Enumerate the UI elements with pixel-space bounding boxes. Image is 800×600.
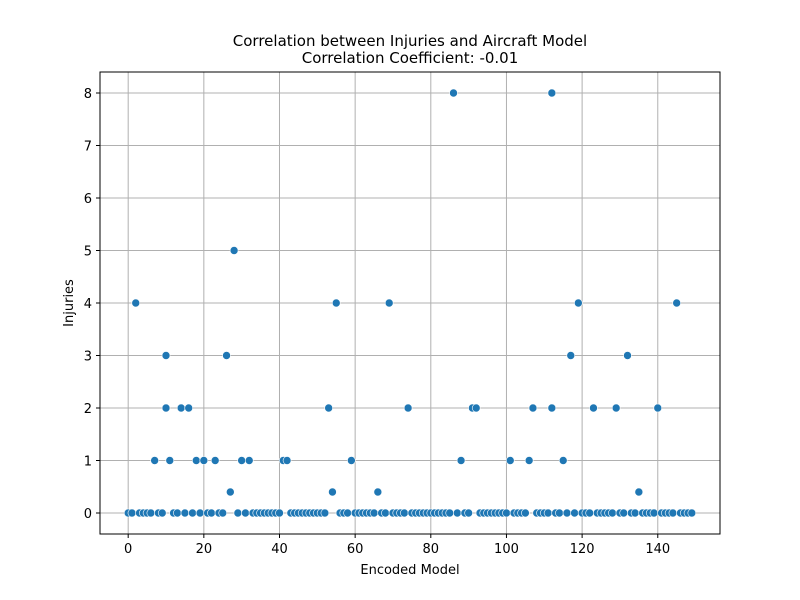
- x-tick-label: 20: [196, 542, 213, 557]
- data-point: [180, 508, 190, 518]
- data-point: [403, 403, 413, 413]
- data-point: [471, 403, 481, 413]
- x-tick-label: 80: [423, 542, 440, 557]
- y-tick-label: 7: [84, 140, 92, 155]
- data-point: [528, 403, 538, 413]
- data-point: [176, 403, 186, 413]
- y-tick-label: 4: [84, 297, 92, 312]
- data-point: [524, 456, 534, 465]
- data-point: [547, 88, 557, 98]
- y-tick-label: 8: [84, 87, 92, 102]
- x-tick-label: 140: [645, 542, 670, 557]
- y-tick-label: 6: [84, 192, 92, 207]
- data-point: [188, 508, 197, 518]
- data-point: [566, 351, 576, 360]
- data-point: [464, 508, 473, 518]
- data-point: [275, 508, 284, 518]
- data-point: [521, 508, 530, 518]
- data-point: [634, 487, 644, 497]
- data-point: [244, 456, 254, 465]
- data-point: [653, 403, 663, 413]
- x-axis-label: Encoded Model: [360, 563, 459, 578]
- data-point: [173, 508, 182, 518]
- x-tick-label: 0: [124, 542, 132, 557]
- data-point: [229, 246, 239, 255]
- y-tick-label: 0: [84, 507, 92, 522]
- data-point: [505, 456, 515, 465]
- points-layer: [123, 88, 697, 518]
- data-point: [320, 508, 330, 518]
- data-point: [623, 351, 632, 360]
- tick-layer: 0 20 40 60 80 100 120 140 0 1 2 3 4 5 6 7 8: [84, 87, 670, 557]
- data-point: [131, 298, 141, 308]
- data-point: [161, 351, 171, 360]
- data-point: [328, 487, 337, 497]
- x-tick-label: 120: [570, 542, 595, 557]
- data-point: [574, 298, 583, 308]
- data-point: [184, 403, 194, 413]
- data-point: [241, 508, 250, 518]
- data-point: [324, 403, 333, 413]
- y-axis-label: Injuries: [62, 279, 77, 327]
- data-point: [237, 456, 246, 465]
- data-point: [400, 508, 409, 518]
- data-point: [611, 403, 621, 413]
- data-point: [562, 508, 572, 518]
- grid-layer: [100, 72, 720, 534]
- data-point: [381, 508, 390, 518]
- data-point: [449, 88, 458, 98]
- data-point: [589, 403, 598, 413]
- data-point: [233, 508, 243, 518]
- data-point: [608, 508, 617, 518]
- data-point: [347, 456, 356, 465]
- data-point: [150, 456, 159, 465]
- data-point: [191, 456, 201, 465]
- data-point: [210, 456, 220, 465]
- data-point: [331, 298, 341, 308]
- data-point: [619, 508, 629, 518]
- chart-title: Correlation between Injuries and Aircraf…: [233, 32, 587, 50]
- data-point: [165, 456, 175, 465]
- data-point: [207, 508, 216, 518]
- data-point: [547, 403, 557, 413]
- data-point: [543, 508, 553, 518]
- plot-frame: [99, 71, 721, 535]
- data-point: [127, 508, 137, 518]
- data-point: [384, 298, 394, 308]
- data-point: [452, 508, 462, 518]
- data-point: [218, 508, 228, 518]
- data-point: [630, 508, 640, 518]
- data-point: [199, 456, 209, 465]
- data-point: [558, 456, 568, 465]
- data-point: [687, 508, 697, 518]
- x-tick-label: 100: [494, 542, 519, 557]
- data-point: [555, 508, 564, 518]
- data-point: [195, 508, 205, 518]
- data-point: [146, 508, 156, 518]
- data-point: [585, 508, 594, 518]
- data-point: [161, 403, 171, 413]
- data-point: [502, 508, 511, 518]
- data-point: [668, 508, 678, 518]
- data-point: [222, 351, 231, 360]
- y-tick-label: 5: [84, 245, 92, 260]
- data-point: [369, 508, 379, 518]
- data-point: [157, 508, 167, 518]
- data-point: [445, 508, 455, 518]
- chart-subtitle: Correlation Coefficient: -0.01: [302, 49, 519, 67]
- data-point: [672, 298, 681, 308]
- y-tick-label: 1: [84, 455, 92, 470]
- data-point: [456, 456, 466, 465]
- data-point: [373, 487, 383, 497]
- x-tick-label: 40: [271, 542, 288, 557]
- data-point: [282, 456, 292, 465]
- y-tick-label: 3: [84, 350, 92, 365]
- data-point: [570, 508, 579, 518]
- data-point: [343, 508, 352, 518]
- x-tick-label: 60: [347, 542, 364, 557]
- y-tick-label: 2: [84, 402, 92, 417]
- data-point: [649, 508, 659, 518]
- data-point: [226, 487, 235, 497]
